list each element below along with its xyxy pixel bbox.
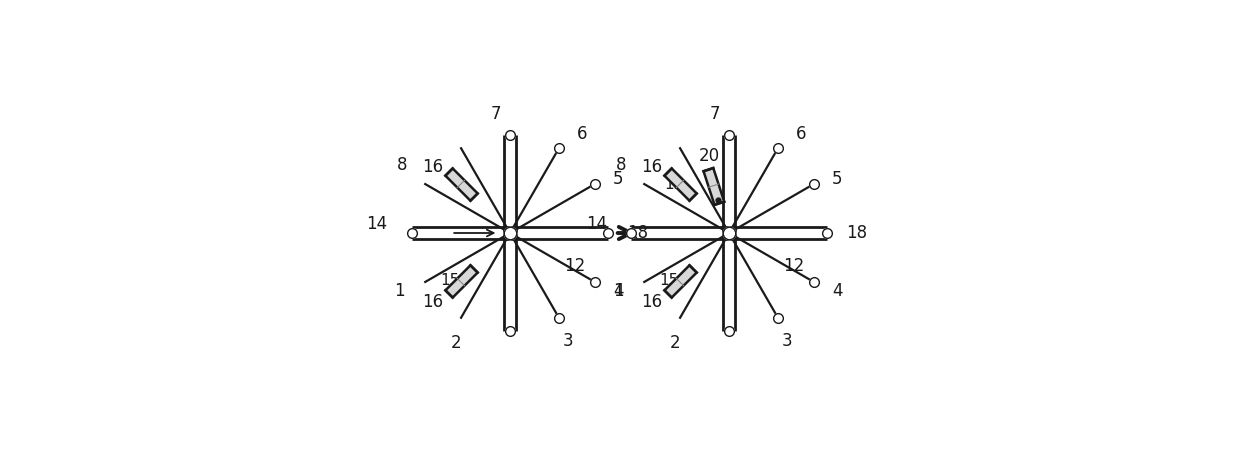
Polygon shape xyxy=(445,168,478,201)
Text: 18: 18 xyxy=(846,224,867,242)
Polygon shape xyxy=(704,168,725,205)
Text: 3: 3 xyxy=(563,332,574,350)
Text: 6: 6 xyxy=(577,125,587,143)
Text: 8: 8 xyxy=(396,157,408,174)
Text: 5: 5 xyxy=(831,171,843,188)
Text: 5: 5 xyxy=(613,171,623,188)
Text: 20: 20 xyxy=(699,147,720,165)
Polygon shape xyxy=(445,265,478,298)
Text: 4: 4 xyxy=(613,282,623,300)
Polygon shape xyxy=(664,168,696,201)
Text: 6: 6 xyxy=(795,125,807,143)
Text: 1: 1 xyxy=(394,282,405,300)
Text: 18: 18 xyxy=(628,224,649,242)
Text: 2: 2 xyxy=(670,335,680,352)
Text: 4: 4 xyxy=(831,282,843,300)
Text: 16: 16 xyxy=(422,294,444,311)
Text: 3: 3 xyxy=(782,332,793,350)
Text: 1: 1 xyxy=(613,282,624,300)
Text: 12: 12 xyxy=(783,257,804,275)
Text: 7: 7 xyxy=(491,105,502,123)
Text: 12: 12 xyxy=(564,257,586,275)
Text: 2: 2 xyxy=(451,335,462,352)
Text: 15: 15 xyxy=(664,177,684,192)
Polygon shape xyxy=(664,265,696,298)
Text: 7: 7 xyxy=(710,105,720,123)
Text: 16: 16 xyxy=(422,158,444,176)
Text: 14: 14 xyxy=(586,215,607,233)
Text: 14: 14 xyxy=(367,215,388,233)
Text: 8: 8 xyxy=(616,157,626,174)
Text: 15: 15 xyxy=(440,273,460,288)
Text: 16: 16 xyxy=(641,158,662,176)
Text: 15: 15 xyxy=(659,273,679,288)
Text: 16: 16 xyxy=(641,294,662,311)
